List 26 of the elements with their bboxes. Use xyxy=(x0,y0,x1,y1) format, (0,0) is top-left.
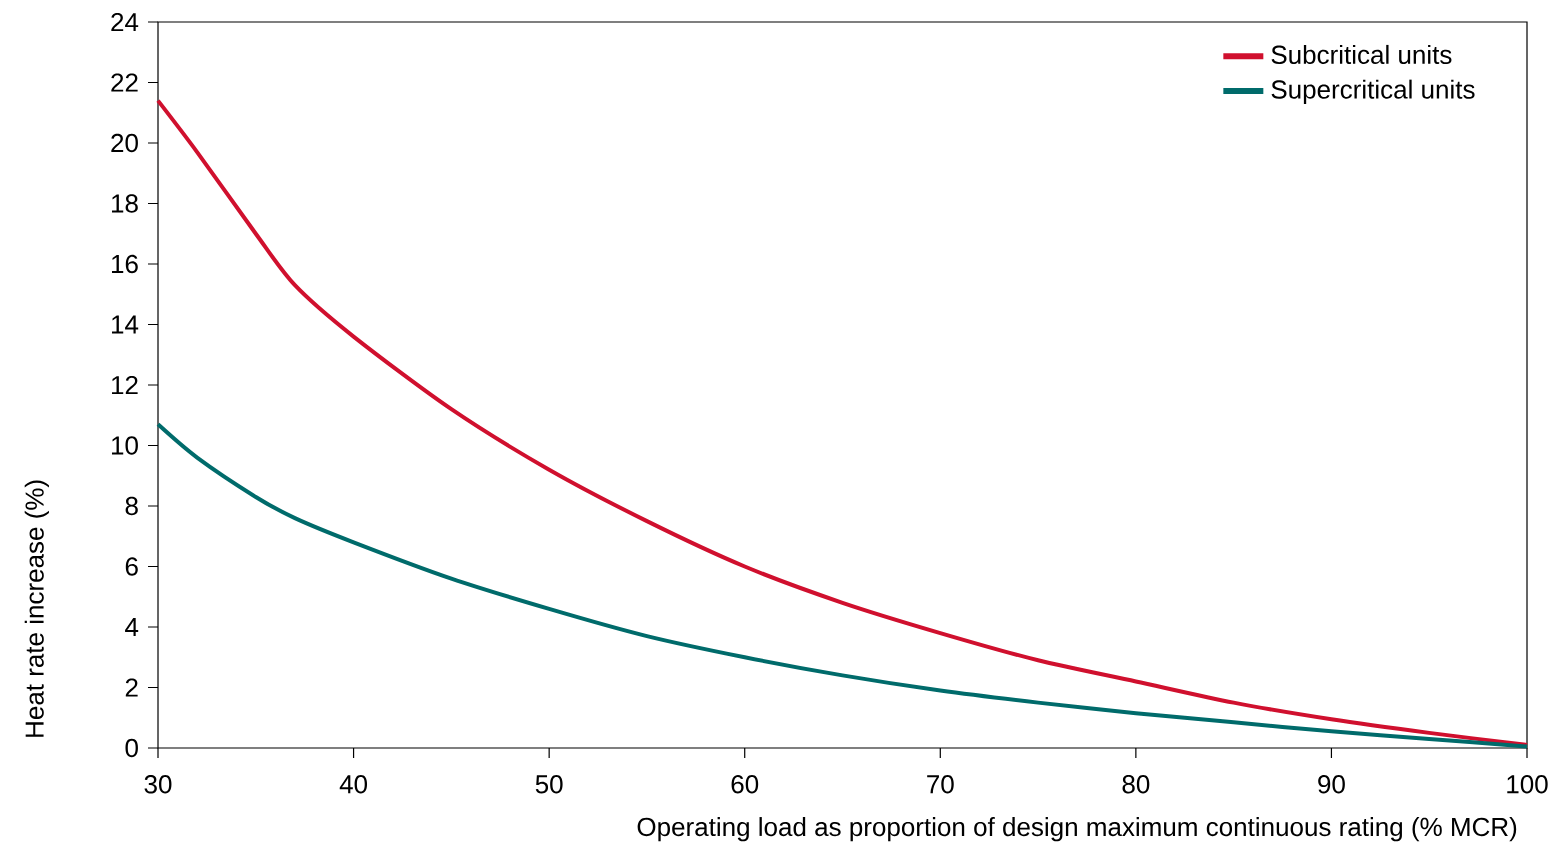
y-tick-label: 22 xyxy=(111,73,138,92)
y-tick-label: 16 xyxy=(112,254,138,274)
x-axis-title: Operating load as proportion of design maximum continuous rating (% MCR) xyxy=(637,817,1517,842)
x-tick-label: 80 xyxy=(1122,775,1150,794)
y-tick-label: 20 xyxy=(111,133,138,153)
x-tick-label: 100 xyxy=(1507,775,1548,794)
x-tick-label: 30 xyxy=(144,775,172,794)
y-tick-label: 6 xyxy=(125,557,138,576)
y-tick-label: 8 xyxy=(125,496,138,516)
y-tick-label: 14 xyxy=(112,315,139,334)
y-tick-label: 2 xyxy=(125,678,138,697)
y-tick-label: 4 xyxy=(125,618,139,636)
y-axis-title: Heat rate increase (%) xyxy=(24,480,49,737)
legend-label: Subcritical units xyxy=(1271,44,1452,65)
y-tick-label: 12 xyxy=(112,375,138,395)
line-series xyxy=(156,422,1529,749)
y-tick-label: 24 xyxy=(111,12,139,32)
y-tick-label: 18 xyxy=(112,194,138,213)
y-tick-label: 10 xyxy=(112,436,138,455)
x-tick-label: 60 xyxy=(731,775,759,794)
x-tick-label: 70 xyxy=(927,775,954,794)
legend-label: Supercritical units xyxy=(1271,79,1475,104)
x-tick-label: 50 xyxy=(535,775,563,794)
y-tick-label: 0 xyxy=(125,738,138,758)
x-tick-label: 90 xyxy=(1318,775,1345,794)
x-tick-label: 40 xyxy=(339,775,368,794)
